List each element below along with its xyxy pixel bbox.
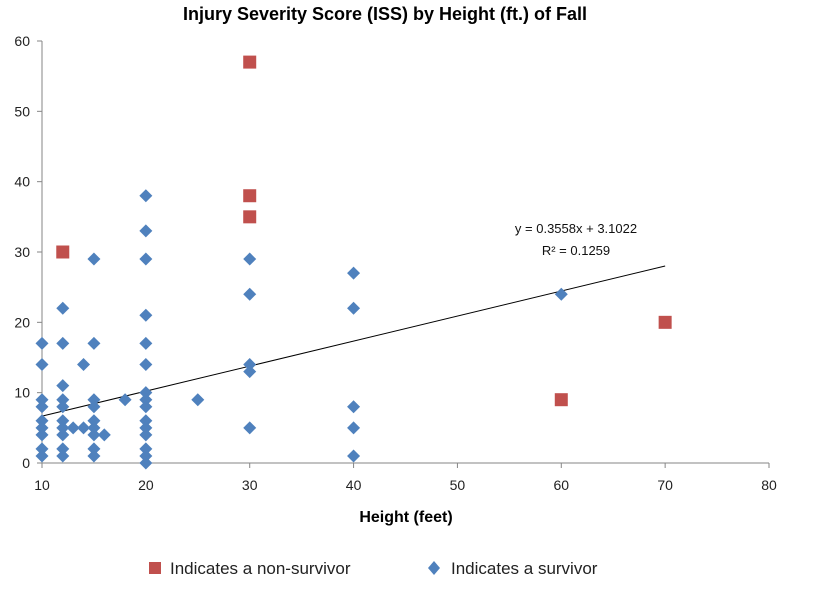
- survivor-point: [35, 449, 49, 463]
- survivor-point: [97, 428, 111, 442]
- survivor-point: [56, 442, 70, 456]
- survivor-point: [56, 414, 70, 428]
- survivor-point: [87, 400, 101, 414]
- non-survivor-point: [658, 315, 672, 329]
- survivor-point: [56, 336, 70, 350]
- axes: [37, 40, 770, 468]
- survivor-point: [243, 365, 257, 379]
- survivor-point: [347, 421, 361, 435]
- non-survivor-point: [243, 210, 257, 224]
- survivor-point: [347, 449, 361, 463]
- survivor-point: [139, 449, 153, 463]
- survivor-point: [35, 442, 49, 456]
- x-axis-label: Height (feet): [359, 509, 452, 526]
- legend-square-icon: [149, 562, 161, 574]
- survivor-point: [77, 421, 91, 435]
- survivor-point: [56, 379, 70, 393]
- survivor-point: [139, 456, 153, 470]
- survivor-point: [87, 414, 101, 428]
- survivor-point: [87, 449, 101, 463]
- survivor-point: [347, 301, 361, 315]
- x-tick-label: 70: [657, 477, 673, 493]
- survivor-point: [139, 308, 153, 322]
- survivor-point: [87, 421, 101, 435]
- legend-label-non-survivor: Indicates a non-survivor: [170, 559, 351, 578]
- survivor-point: [139, 252, 153, 266]
- survivor-point: [139, 421, 153, 435]
- trendline: [41, 265, 666, 417]
- survivor-point: [139, 428, 153, 442]
- data-points: [35, 55, 672, 470]
- trendline-group: [41, 265, 666, 417]
- survivor-point: [35, 421, 49, 435]
- legend: Indicates a non-survivor Indicates a sur…: [149, 559, 598, 578]
- survivor-point: [139, 224, 153, 238]
- x-tick-label: 60: [553, 477, 569, 493]
- survivor-point: [35, 428, 49, 442]
- x-tick-label: 50: [450, 477, 466, 493]
- survivor-point: [35, 414, 49, 428]
- survivor-point: [35, 400, 49, 414]
- survivor-point: [87, 428, 101, 442]
- survivor-point: [139, 414, 153, 428]
- survivor-point: [139, 386, 153, 400]
- trendline-equation: y = 0.3558x + 3.1022: [515, 221, 637, 236]
- x-tick-label: 40: [346, 477, 362, 493]
- x-tick-label: 20: [138, 477, 154, 493]
- legend-label-survivor: Indicates a survivor: [451, 559, 598, 578]
- survivor-point: [87, 393, 101, 407]
- survivor-point: [139, 358, 153, 372]
- survivor-point: [243, 421, 257, 435]
- y-tick-label: 40: [14, 174, 30, 190]
- survivor-point: [347, 400, 361, 414]
- survivor-point: [35, 393, 49, 407]
- survivor-point: [56, 400, 70, 414]
- x-tick-label: 30: [242, 477, 258, 493]
- y-tick-label: 50: [14, 103, 30, 119]
- y-tick-label: 30: [14, 244, 30, 260]
- survivor-point: [243, 287, 257, 301]
- survivor-point: [87, 252, 101, 266]
- survivor-point: [35, 358, 49, 372]
- survivor-point: [139, 442, 153, 456]
- non-survivor-point: [243, 55, 257, 69]
- survivor-point: [35, 336, 49, 350]
- survivor-point: [347, 266, 361, 280]
- trendline-r-squared: R² = 0.1259: [542, 243, 610, 258]
- survivor-point: [139, 393, 153, 407]
- non-survivor-point: [243, 189, 257, 203]
- survivor-point: [56, 421, 70, 435]
- survivor-point: [56, 428, 70, 442]
- y-tick-label: 20: [14, 314, 30, 330]
- non-survivor-point: [554, 393, 568, 407]
- survivor-point: [77, 358, 91, 372]
- survivor-point: [191, 393, 205, 407]
- non-survivor-point: [56, 245, 70, 259]
- y-tick-label: 60: [14, 33, 30, 49]
- survivor-point: [56, 301, 70, 315]
- survivor-point: [139, 400, 153, 414]
- survivor-point: [118, 393, 132, 407]
- survivor-point: [87, 442, 101, 456]
- survivor-point: [56, 393, 70, 407]
- survivor-point: [56, 449, 70, 463]
- survivor-point: [139, 189, 153, 203]
- survivor-point: [66, 421, 80, 435]
- y-tick-label: 10: [14, 385, 30, 401]
- y-tick-label: 0: [22, 455, 30, 471]
- survivor-point: [554, 287, 568, 301]
- survivor-point: [87, 336, 101, 350]
- survivor-point: [243, 252, 257, 266]
- survivor-point: [243, 358, 257, 372]
- x-tick-label: 80: [761, 477, 777, 493]
- x-tick-label: 10: [34, 477, 50, 493]
- survivor-point: [139, 336, 153, 350]
- legend-diamond-icon: [428, 561, 440, 575]
- chart-title: Injury Severity Score (ISS) by Height (f…: [183, 4, 587, 24]
